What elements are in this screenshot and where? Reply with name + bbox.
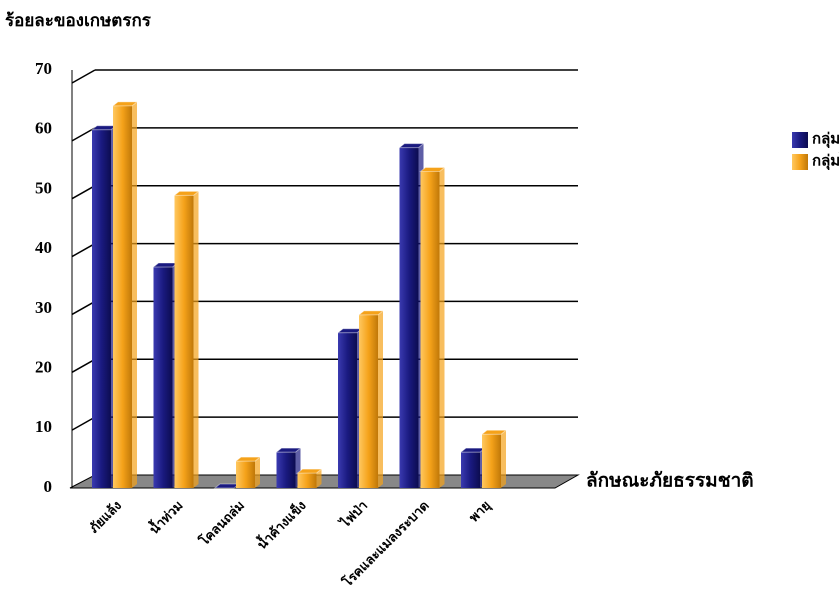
y-axis-label: ร้อยละของเกษตรกร (5, 11, 152, 30)
grid-line (71, 416, 96, 431)
bar-top (173, 190, 200, 196)
bar-front (359, 314, 378, 488)
legend-label: กลุ่มไม่ชอบความเสี่ยง (812, 149, 839, 170)
bar (213, 483, 241, 489)
bar (296, 468, 323, 488)
bar-front (174, 195, 194, 488)
bar-top (336, 328, 364, 334)
bar-front (113, 105, 132, 488)
legend-label: กลุ่มชอบความเสี่ยง (812, 127, 839, 148)
bar-top (459, 447, 487, 453)
grid-line (71, 358, 96, 373)
bar-side (255, 457, 260, 488)
bar (336, 328, 364, 488)
y-tick-label: 0 (44, 477, 53, 496)
x-tick-label: ภัยแล้ง (86, 498, 124, 536)
bar-top (234, 456, 262, 462)
bar-side (378, 310, 383, 488)
grid-line (71, 69, 96, 84)
y-tick-label: 60 (35, 119, 52, 138)
bar-side (316, 469, 322, 488)
bar-front (297, 473, 317, 488)
bar-top (152, 262, 179, 268)
bar-front (338, 332, 357, 488)
x-tick-label: น้ำค้างแข็ง (252, 496, 309, 553)
bar (459, 447, 487, 488)
grid-line (71, 242, 96, 258)
bar (398, 143, 425, 488)
bar-front (461, 452, 480, 488)
grid-line (71, 300, 96, 316)
bar (357, 310, 385, 488)
bar-side (193, 191, 199, 488)
bar-top (111, 101, 139, 107)
bar-top (296, 468, 323, 474)
bar (173, 190, 200, 488)
y-tick-label: 20 (35, 357, 52, 376)
bar-front (482, 434, 501, 488)
y-tick-label: 40 (35, 238, 52, 257)
x-axis-label: ลักษณะภัยธรรมชาติ (586, 470, 754, 491)
bar-top (275, 447, 302, 453)
x-tick-label: โคลนถล่ม (195, 497, 247, 549)
x-tick-label: น้ำท่วม (144, 496, 185, 537)
bar-side (132, 101, 137, 488)
bar-front (153, 267, 173, 488)
bar-top (90, 125, 118, 131)
bar-front (399, 147, 419, 488)
bar (90, 125, 118, 488)
bar-side (501, 430, 506, 488)
bar-front (236, 461, 255, 488)
bar-top (213, 483, 241, 489)
x-tick-label: ไฟป่า (335, 497, 370, 532)
bar (111, 101, 139, 488)
bar-front (420, 171, 440, 488)
bar (480, 429, 508, 488)
bar-front (92, 129, 111, 488)
bar-top (398, 143, 425, 149)
y-tick-label: 30 (35, 298, 52, 317)
bar (152, 262, 179, 488)
legend-swatch (792, 154, 808, 170)
bar (275, 447, 302, 488)
x-tick-label: พายุ (466, 498, 494, 526)
bar (419, 167, 446, 488)
y-tick-label: 70 (35, 59, 52, 78)
bar-front (276, 452, 296, 488)
bar-top (480, 429, 508, 435)
bar-top (419, 167, 446, 173)
grid-line (71, 185, 96, 200)
bar (234, 456, 262, 488)
legend-swatch (792, 132, 808, 148)
grid-line (71, 127, 96, 142)
bar-side (439, 167, 445, 488)
y-tick-label: 50 (35, 178, 52, 197)
y-tick-label: 10 (35, 417, 52, 436)
bar-top (357, 310, 385, 316)
